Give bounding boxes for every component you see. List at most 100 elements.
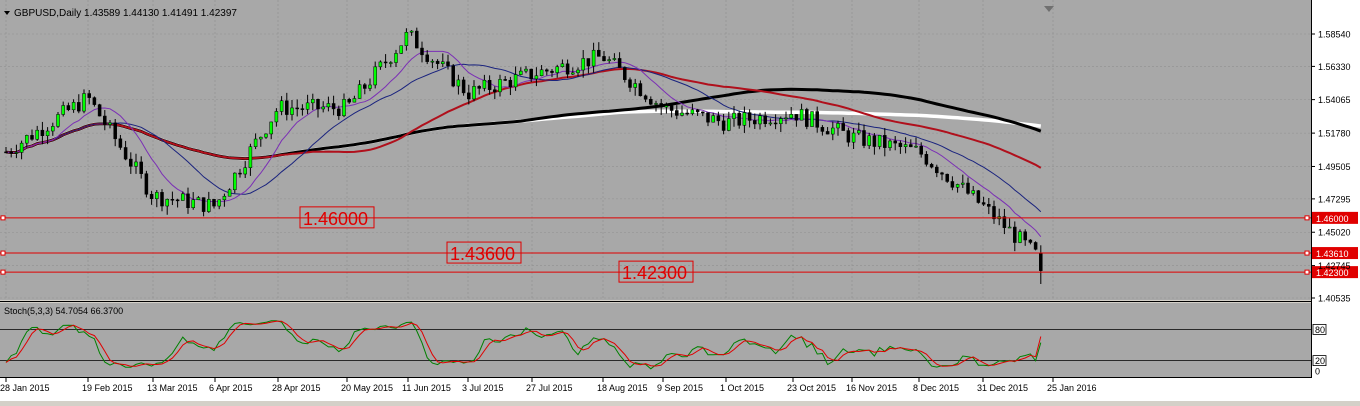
candle-body[interactable] — [992, 206, 996, 220]
candle-body[interactable] — [981, 202, 986, 205]
candle-body[interactable] — [108, 122, 112, 125]
candle-body[interactable] — [383, 61, 388, 64]
candle-body[interactable] — [118, 138, 123, 148]
candle-body[interactable] — [217, 199, 221, 207]
candle-body[interactable] — [685, 112, 689, 115]
candle-body[interactable] — [602, 56, 606, 62]
candle-body[interactable] — [149, 194, 154, 200]
candle-body[interactable] — [19, 142, 24, 153]
candle-body[interactable] — [461, 79, 466, 94]
candle-body[interactable] — [571, 72, 575, 75]
candle-body[interactable] — [259, 136, 263, 140]
candle-body[interactable] — [487, 79, 492, 90]
candle-body[interactable] — [300, 108, 305, 110]
candle-body[interactable] — [191, 199, 195, 208]
candle-body[interactable] — [539, 69, 544, 77]
candle-body[interactable] — [976, 190, 981, 203]
candle-body[interactable] — [87, 93, 91, 98]
candle-body[interactable] — [165, 199, 169, 207]
candle-body[interactable] — [721, 120, 726, 131]
candle-body[interactable] — [950, 181, 955, 188]
candle-body[interactable] — [924, 154, 929, 165]
candle-body[interactable] — [144, 173, 149, 195]
candle-body[interactable] — [513, 74, 518, 88]
candle-body[interactable] — [352, 98, 357, 103]
candle-body[interactable] — [170, 199, 175, 201]
candle-body[interactable] — [441, 61, 445, 64]
candle-body[interactable] — [669, 105, 674, 111]
candle-body[interactable] — [201, 197, 206, 212]
candle-body[interactable] — [617, 58, 622, 68]
level-handle-right[interactable] — [1304, 215, 1310, 221]
candle-body[interactable] — [961, 182, 965, 185]
candle-body[interactable] — [92, 97, 97, 105]
chart-shift-marker-icon[interactable] — [1044, 6, 1054, 12]
candle-body[interactable] — [368, 84, 372, 89]
candle-body[interactable] — [316, 99, 320, 110]
candle-body[interactable] — [14, 152, 19, 154]
candle-body[interactable] — [753, 120, 757, 125]
candle-body[interactable] — [233, 172, 237, 191]
candle-body[interactable] — [305, 102, 310, 110]
candle-body[interactable] — [628, 79, 632, 88]
candle-body[interactable] — [758, 115, 762, 125]
candle-body[interactable] — [706, 112, 710, 123]
candle-body[interactable] — [186, 193, 190, 208]
candle-body[interactable] — [945, 173, 949, 182]
candle-body[interactable] — [675, 110, 679, 116]
candle-body[interactable] — [66, 105, 71, 111]
candle-body[interactable] — [347, 99, 351, 103]
candle-body[interactable] — [378, 61, 383, 68]
candle-body[interactable] — [633, 83, 637, 88]
candle-body[interactable] — [971, 190, 975, 194]
candle-body[interactable] — [238, 172, 242, 175]
candle-body[interactable] — [274, 111, 279, 123]
candle-body[interactable] — [794, 114, 799, 121]
candle-body[interactable] — [929, 164, 934, 168]
candle-body[interactable] — [862, 130, 866, 146]
candle-body[interactable] — [71, 102, 76, 111]
candle-body[interactable] — [248, 146, 253, 168]
candle-body[interactable] — [160, 192, 164, 207]
candle-body[interactable] — [373, 66, 377, 86]
candle-body[interactable] — [227, 189, 232, 197]
candle-body[interactable] — [1033, 242, 1038, 250]
candle-body[interactable] — [851, 132, 856, 143]
candle-body[interactable] — [857, 130, 861, 134]
candle-body[interactable] — [529, 68, 533, 80]
candle-body[interactable] — [35, 129, 39, 140]
candle-body[interactable] — [607, 59, 611, 62]
candle-body[interactable] — [77, 102, 81, 112]
candle-body[interactable] — [831, 127, 835, 135]
candle-body[interactable] — [290, 107, 294, 115]
candle-body[interactable] — [742, 112, 747, 126]
candle-body[interactable] — [643, 95, 648, 100]
candle-body[interactable] — [903, 144, 908, 147]
candle-body[interactable] — [555, 66, 559, 73]
candle-body[interactable] — [763, 115, 767, 124]
candle-body[interactable] — [394, 53, 398, 63]
candle-body[interactable] — [295, 107, 299, 110]
candle-body[interactable] — [914, 145, 918, 148]
candle-body[interactable] — [1018, 231, 1022, 243]
ma-red-line[interactable] — [5, 67, 1042, 169]
candle-body[interactable] — [695, 109, 700, 113]
candle-body[interactable] — [1039, 252, 1043, 271]
candle-body[interactable] — [97, 104, 102, 117]
candle-body[interactable] — [123, 147, 128, 160]
candle-body[interactable] — [415, 30, 419, 49]
candle-body[interactable] — [534, 75, 539, 80]
candle-body[interactable] — [456, 79, 461, 87]
candle-body[interactable] — [285, 100, 289, 115]
candle-body[interactable] — [399, 45, 403, 54]
candle-body[interactable] — [321, 106, 325, 110]
candle-body[interactable] — [326, 103, 331, 108]
candle-body[interactable] — [680, 112, 684, 116]
level-handle-right[interactable] — [1304, 250, 1310, 256]
candle-body[interactable] — [430, 60, 435, 63]
candle-body[interactable] — [477, 86, 481, 89]
candle-body[interactable] — [467, 92, 471, 100]
candle-body[interactable] — [129, 158, 133, 167]
candle-body[interactable] — [207, 199, 211, 212]
